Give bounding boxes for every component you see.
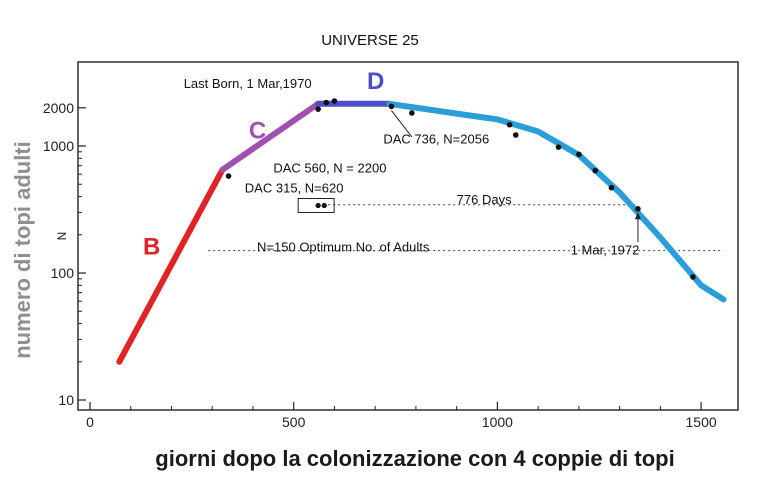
data-point	[331, 98, 338, 104]
data-point	[576, 151, 582, 158]
annotation-label: Last Born, 1 Mar,1970	[184, 76, 312, 91]
y-tick-label: 100	[51, 265, 75, 281]
x-axis-label: giorni dopo la colonizzazione con 4 copp…	[155, 446, 674, 471]
data-point	[506, 121, 513, 128]
y-tick-label: 2000	[43, 100, 74, 116]
data-point	[512, 132, 519, 138]
phase-d-label: D	[367, 68, 384, 95]
x-tick-label: 1500	[686, 414, 717, 430]
chart-title: UNIVERSE 25	[321, 32, 419, 49]
phase-c-label: C	[249, 117, 266, 144]
y-tick-label: 10	[58, 392, 74, 408]
annotation-label: N=150 Optimum No. of Adults	[257, 239, 430, 254]
phase-labels: B C D	[143, 68, 384, 260]
x-tick-label: 0	[86, 414, 94, 430]
data-point	[225, 173, 232, 179]
data-point	[315, 106, 321, 112]
dac-736-pointer	[391, 110, 413, 138]
data-point	[555, 144, 562, 150]
data-point	[592, 167, 598, 174]
plot-frame	[77, 61, 739, 411]
box-data-point	[321, 202, 327, 209]
annotation-label: DAC 736, N=2056	[383, 131, 489, 146]
data-point	[323, 99, 330, 106]
arrow-head-icon	[634, 212, 641, 220]
data-point	[608, 184, 615, 191]
phase-c-line	[219, 100, 322, 173]
data-point	[635, 206, 641, 212]
y-tick-label: 1000	[43, 138, 74, 154]
annotation-label: 776 Days	[457, 192, 512, 207]
dac-315-box	[297, 198, 335, 214]
annotations: Last Born, 1 Mar,1970 DAC 736, N=2056 DAC …	[184, 76, 641, 257]
data-point	[690, 274, 696, 280]
annotation-label: DAC 560, N = 2200	[273, 160, 386, 175]
reference-lines	[208, 204, 724, 252]
x-tick-label: 500	[282, 414, 306, 430]
y-axis-inner-label: N	[55, 232, 69, 241]
data-point	[388, 103, 395, 110]
y-axis-label: numero di topi adulti	[10, 141, 35, 359]
x-tick-label: 1000	[482, 414, 513, 430]
observed-points	[225, 98, 696, 280]
dac-315-box-frame	[297, 198, 335, 214]
box-data-point	[315, 202, 321, 209]
phase-b-line	[116, 166, 226, 365]
annotation-label: DAC 315, N=620	[245, 181, 344, 196]
phase-b-label: B	[143, 233, 160, 260]
data-point	[409, 110, 415, 116]
plot-area	[77, 61, 739, 411]
axis-ticks: 0 500 1000 1500 10 100 1000 2000	[43, 100, 717, 430]
annotation-label: 1 Mar, 1972	[571, 242, 640, 257]
